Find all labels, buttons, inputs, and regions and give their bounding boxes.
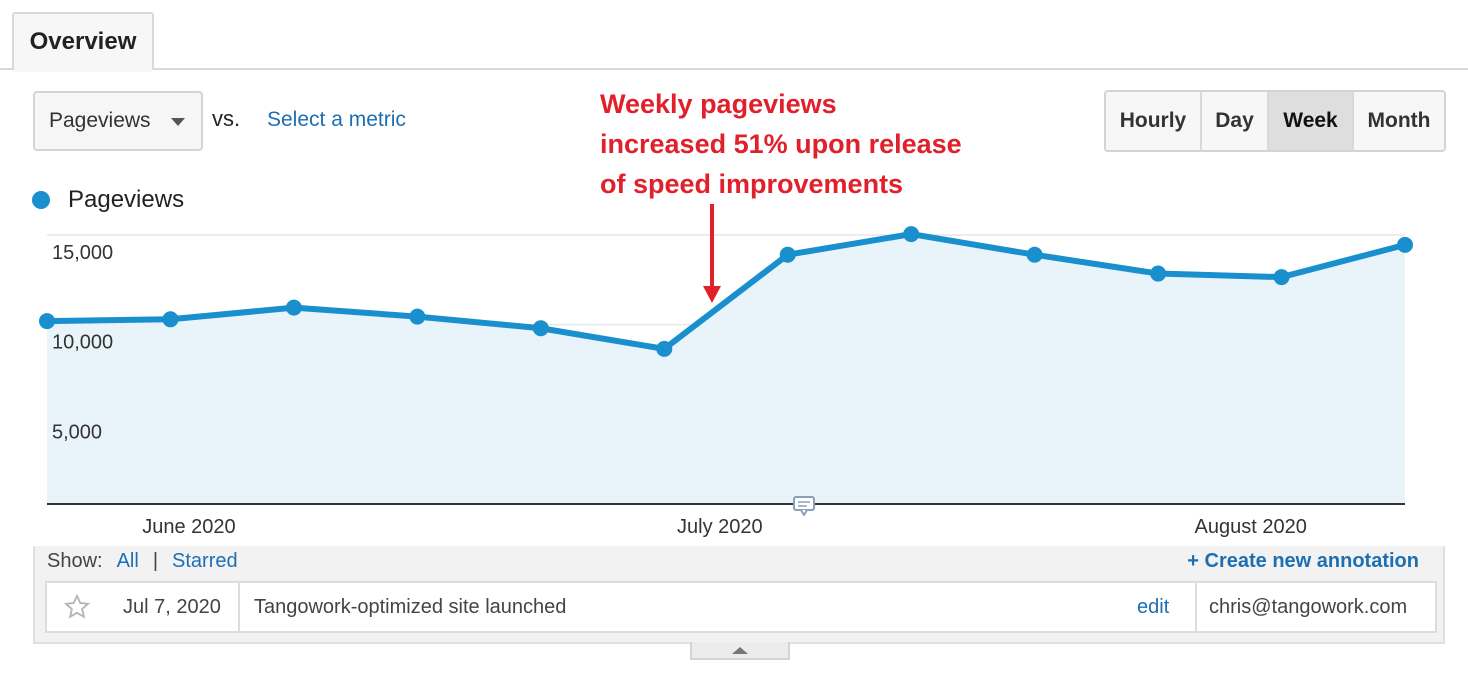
filter-starred-link[interactable]: Starred	[172, 550, 238, 572]
filter-all-link[interactable]: All	[116, 550, 139, 572]
data-point	[779, 246, 796, 263]
period-day-button[interactable]: Day	[1202, 92, 1269, 150]
pageviews-chart: 15,000 10,000 5,000 June 2020 July 2020 Augus…	[39, 204, 1413, 538]
callout-text: Weekly pageviews increased 51% upon rele…	[600, 84, 962, 204]
annotation-date: Jul 7, 2020	[107, 583, 240, 631]
select-metric-link[interactable]: Select a metric	[267, 108, 406, 131]
star-icon	[63, 593, 91, 619]
data-point	[903, 226, 920, 243]
legend-marker	[32, 191, 50, 209]
data-point	[409, 308, 426, 325]
vs-label: vs.	[212, 106, 241, 131]
data-point	[162, 311, 179, 328]
callout-line: Weekly pageviews	[600, 89, 837, 119]
data-point	[1150, 265, 1167, 282]
data-point	[656, 340, 673, 357]
y-tick-label: 10,000	[52, 332, 113, 354]
series-line	[44, 231, 1408, 352]
y-tick-label: 15,000	[52, 242, 113, 264]
data-point	[532, 320, 549, 337]
callout-line: increased 51% upon release	[600, 129, 962, 159]
period-hourly-button[interactable]: Hourly	[1106, 92, 1202, 150]
collapse-annotations-button[interactable]	[690, 642, 790, 660]
create-annotation-link[interactable]: + Create new annotation	[1187, 550, 1419, 572]
data-point	[39, 313, 55, 330]
annotation-row: Jul 7, 2020 Tangowork-optimized site lau…	[45, 581, 1437, 633]
area-fill	[47, 234, 1405, 504]
tab-divider	[0, 68, 1468, 70]
period-selector: Hourly Day Week Month	[1104, 90, 1446, 152]
tab-overview[interactable]: Overview	[12, 12, 154, 72]
show-label: Show:	[47, 550, 103, 572]
data-point	[1273, 269, 1290, 286]
x-tick-label: June 2020	[142, 516, 235, 538]
annotation-filter: Show: All | Starred	[47, 550, 238, 573]
metric-dropdown-value: Pageviews	[49, 109, 151, 132]
y-tick-label: 5,000	[52, 421, 102, 443]
annotation-author: chris@tangowork.com	[1209, 595, 1408, 618]
x-tick-label: August 2020	[1195, 516, 1307, 538]
callout-line: of speed improvements	[600, 169, 904, 199]
chevron-down-icon	[171, 118, 185, 126]
metric-dropdown[interactable]: Pageviews	[33, 91, 203, 151]
star-toggle[interactable]	[47, 583, 107, 631]
callout-arrow-head	[703, 286, 721, 303]
annotation-text: Tangowork-optimized site launched	[254, 595, 567, 618]
annotation-edit-link[interactable]: edit	[1137, 583, 1197, 631]
annotation-marker-icon[interactable]	[793, 496, 815, 516]
x-tick-label: July 2020	[677, 516, 763, 538]
chart-legend: Pageviews	[32, 186, 184, 214]
chevron-up-icon	[732, 646, 748, 654]
annotations-panel: Show: All | Starred + Create new annotat…	[33, 546, 1445, 644]
data-point	[1026, 246, 1043, 263]
period-month-button[interactable]: Month	[1354, 92, 1444, 150]
period-week-button[interactable]: Week	[1269, 92, 1354, 150]
data-point	[1397, 236, 1413, 253]
filter-separator: |	[152, 550, 159, 572]
data-point	[285, 299, 302, 316]
legend-label: Pageviews	[68, 186, 185, 213]
tab-bar: Overview	[0, 0, 1468, 72]
